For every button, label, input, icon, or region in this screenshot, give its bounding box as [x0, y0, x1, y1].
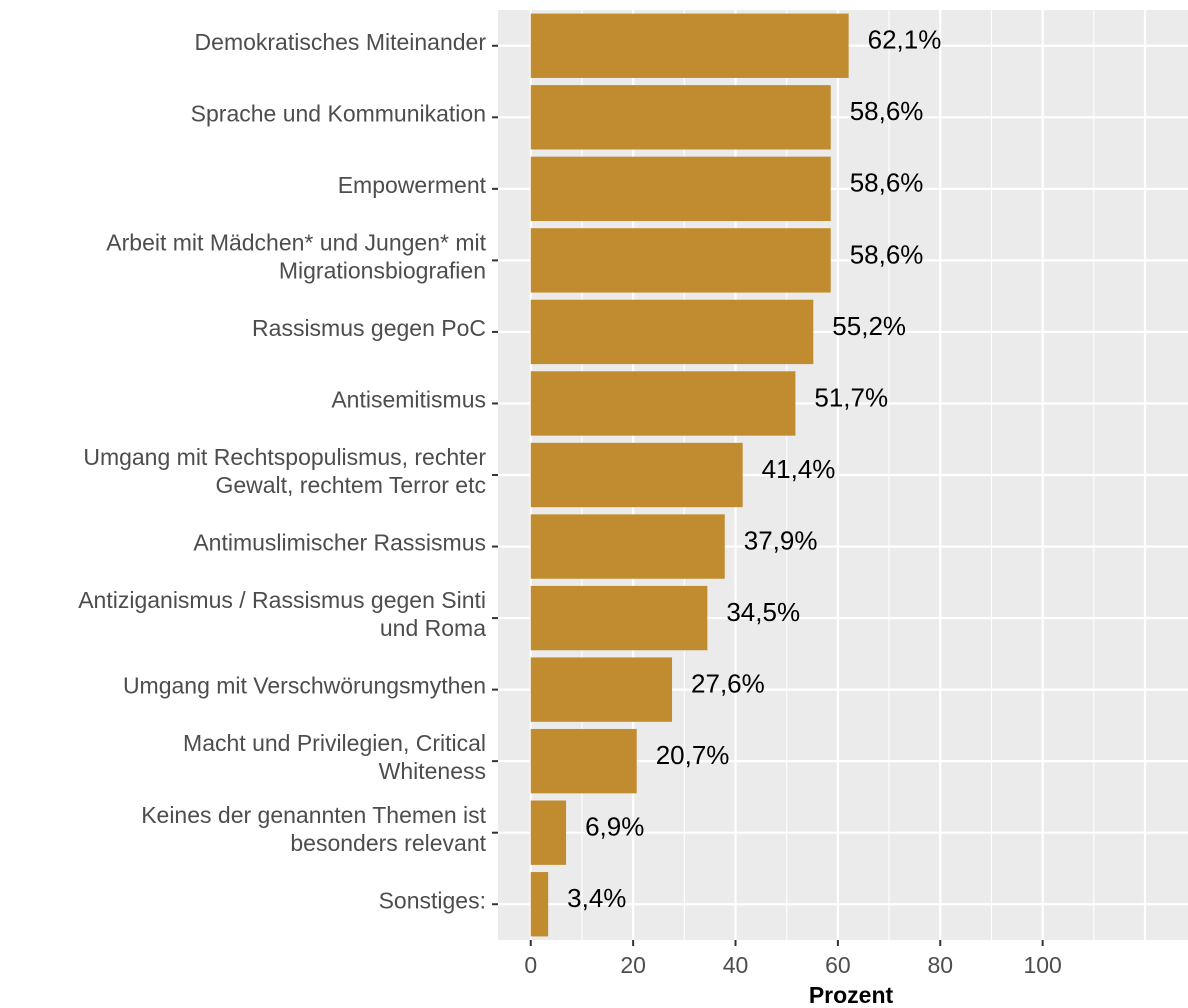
category-label-line: Keines der genannten Themen ist: [141, 802, 486, 828]
category-label-line: Empowerment: [338, 172, 487, 198]
data-label: 41,4%: [762, 454, 836, 484]
category-label: Demokratisches Miteinander: [195, 29, 487, 55]
category-label-line: Whiteness: [379, 758, 486, 784]
bar: [530, 442, 743, 508]
category-label-line: Arbeit mit Mädchen* und Jungen* mit: [106, 229, 486, 255]
category-label-line: Demokratisches Miteinander: [195, 29, 487, 55]
bar: [530, 13, 849, 78]
category-label-line: Umgang mit Rechtspopulismus, rechter: [83, 444, 486, 470]
category-label-line: Antisemitismus: [331, 387, 486, 413]
data-label: 58,6%: [850, 168, 924, 198]
category-label-line: Rassismus gegen PoC: [252, 315, 486, 341]
data-label: 20,7%: [656, 740, 730, 770]
category-label: Umgang mit Verschwörungsmythen: [123, 673, 486, 699]
bar: [530, 657, 673, 722]
x-tick-label: 80: [927, 952, 953, 978]
category-label: Empowerment: [338, 172, 487, 198]
data-label: 6,9%: [585, 812, 644, 842]
bars: [530, 13, 849, 937]
data-label: 37,9%: [744, 525, 818, 555]
x-axis: 0 20 40 60 80 100: [524, 940, 1062, 978]
data-labels: 62,1% 58,6% 58,6% 58,6% 55,2% 51,7% 41,4% 37,9%…: [567, 25, 941, 913]
x-axis-title: Prozent: [809, 982, 894, 1008]
data-label: 3,4%: [567, 883, 626, 913]
category-label: Keines der genannten Themen ist besonders…: [141, 802, 486, 856]
bar: [530, 228, 831, 293]
bar: [530, 872, 549, 937]
category-label-line: Migrationsbiografien: [279, 257, 486, 283]
data-label: 27,6%: [691, 668, 765, 698]
category-label: Antimuslimischer Rassismus: [193, 530, 486, 556]
data-label: 58,6%: [850, 96, 924, 126]
category-label-line: Sonstiges:: [379, 887, 486, 913]
x-tick-label: 0: [524, 952, 537, 978]
data-label: 58,6%: [850, 239, 924, 269]
data-label: 55,2%: [832, 311, 906, 341]
bar: [530, 728, 637, 794]
category-label-line: und Roma: [380, 615, 486, 641]
bar: [530, 800, 567, 865]
category-label-line: Umgang mit Verschwörungsmythen: [123, 673, 486, 699]
x-tick-label: 40: [723, 952, 749, 978]
bar: [530, 514, 725, 579]
data-label: 34,5%: [726, 597, 800, 627]
category-label-line: Macht und Privilegien, Critical: [183, 730, 486, 756]
category-label: Rassismus gegen PoC: [252, 315, 486, 341]
category-label-line: Gewalt, rechtem Terror etc: [215, 472, 486, 498]
x-tick-label: 100: [1023, 952, 1061, 978]
category-label-line: Sprache und Kommunikation: [191, 100, 486, 126]
category-label-line: Antiziganismus / Rassismus gegen Sinti: [78, 587, 486, 613]
data-label: 51,7%: [814, 382, 888, 412]
bar: [530, 156, 831, 222]
x-tick-label: 20: [620, 952, 646, 978]
category-label: Umgang mit Rechtspopulismus, rechter Gewa…: [83, 444, 486, 498]
data-label: 62,1%: [868, 25, 942, 55]
bar: [530, 371, 796, 436]
category-label-line: besonders relevant: [290, 830, 486, 856]
category-label: Antiziganismus / Rassismus gegen Sinti un…: [78, 587, 486, 641]
category-label: Arbeit mit Mädchen* und Jungen* mit Migra…: [106, 229, 486, 283]
category-label-line: Antimuslimischer Rassismus: [193, 530, 486, 556]
category-label: Antisemitismus: [331, 387, 486, 413]
category-label: Sprache und Kommunikation: [191, 100, 486, 126]
bar: [530, 585, 708, 651]
category-label: Macht und Privilegien, Critical Whiteness: [183, 730, 486, 784]
category-label: Sonstiges:: [379, 887, 486, 913]
category-labels: Demokratisches Miteinander Sprache und Ko…: [78, 29, 498, 913]
bar: [530, 299, 814, 365]
x-tick-label: 60: [825, 952, 851, 978]
bar: [530, 85, 831, 150]
